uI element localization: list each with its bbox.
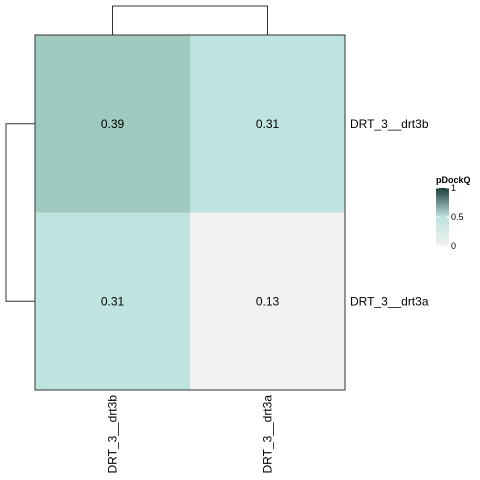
legend-color-step <box>436 208 449 211</box>
legend-tick-label: 0.5 <box>451 212 464 222</box>
legend-color-step <box>436 225 449 228</box>
legend-color-step <box>436 188 449 190</box>
heatmap-cell <box>190 212 345 390</box>
legend-color-step <box>436 221 449 224</box>
legend-color-step <box>436 195 449 198</box>
heatmap-cell <box>190 35 345 213</box>
legend-color-step <box>436 196 449 199</box>
legend-title: pDockQ <box>436 175 471 185</box>
legend-color-step <box>436 235 449 238</box>
legend-tick-label: 1 <box>451 183 456 193</box>
legend-color-step <box>436 193 449 196</box>
legend-color-step <box>436 222 449 225</box>
legend-color-step <box>436 217 449 219</box>
legend-color-step <box>436 202 449 205</box>
row-labels: DRT_3__drt3b DRT_3__drt3a <box>350 117 429 309</box>
legend-color-step <box>436 205 449 208</box>
legend-color-step <box>436 211 449 214</box>
legend-color-step <box>436 212 449 215</box>
cell-value-label: 0.13 <box>256 294 280 308</box>
legend-color-step <box>436 209 449 212</box>
heatmap-cells <box>35 35 345 390</box>
legend-color-step <box>436 219 449 222</box>
column-labels: DRT_3__drt3b DRT_3__drt3a <box>106 395 275 474</box>
legend-color-step <box>436 228 449 231</box>
legend-color-step <box>436 199 449 202</box>
legend-tick-label: 0 <box>451 241 456 251</box>
heatmap-cell <box>35 212 190 390</box>
legend-color-step <box>436 215 449 218</box>
row-label: DRT_3__drt3b <box>350 117 429 131</box>
legend-color-step <box>436 227 449 230</box>
legend-color-step <box>436 240 449 243</box>
column-dendrogram-branch <box>112 5 268 35</box>
legend-color-step <box>436 201 449 203</box>
legend-color-step <box>436 190 449 193</box>
legend-color-step <box>436 230 449 232</box>
legend-color-step <box>436 189 449 192</box>
legend-color-step <box>436 198 449 201</box>
cell-value-label: 0.39 <box>101 117 125 131</box>
legend-color-step <box>436 238 449 241</box>
legend-color-step <box>436 218 449 221</box>
cell-value-label: 0.31 <box>101 294 125 308</box>
heatmap-cell <box>35 35 190 213</box>
legend-color-step <box>436 237 449 240</box>
row-dendrogram-branch <box>5 123 35 302</box>
column-label: DRT_3__drt3a <box>261 395 275 474</box>
legend-color-step <box>436 234 449 237</box>
legend-color-step <box>436 192 449 195</box>
column-dendrogram <box>112 5 268 35</box>
heatmap-border <box>34 34 346 391</box>
legend-color-step <box>436 243 449 246</box>
legend-color-step <box>436 214 449 217</box>
legend-color-step <box>436 232 449 235</box>
legend-color-step <box>436 203 449 206</box>
legend-color-step <box>436 206 449 209</box>
cell-value-labels: 0.39 0.31 0.31 0.13 <box>101 117 280 309</box>
legend-color-step <box>436 231 449 234</box>
row-label: DRT_3__drt3a <box>350 294 429 308</box>
cell-value-label: 0.31 <box>256 117 280 131</box>
column-label: DRT_3__drt3b <box>106 395 120 474</box>
row-dendrogram <box>5 123 35 302</box>
legend-color-step <box>436 244 449 247</box>
legend-color-step <box>436 241 449 244</box>
legend-color-step <box>436 224 449 227</box>
